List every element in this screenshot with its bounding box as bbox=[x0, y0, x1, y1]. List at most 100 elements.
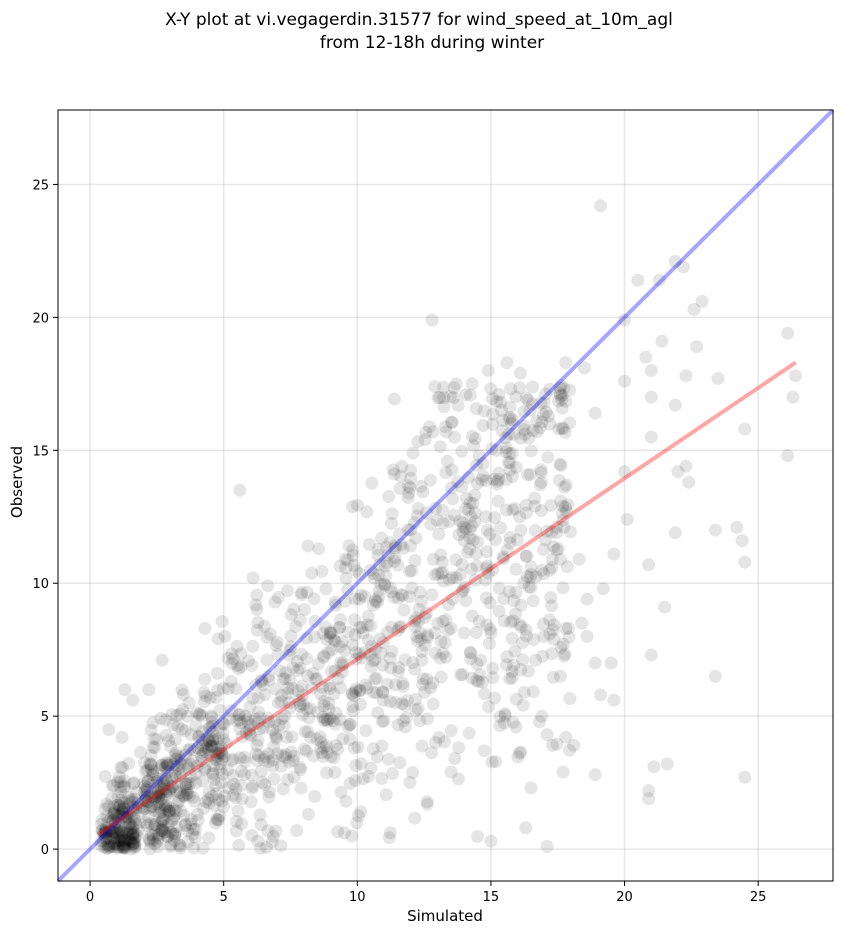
data-point bbox=[337, 826, 351, 840]
data-point bbox=[463, 523, 477, 536]
data-point bbox=[154, 711, 168, 725]
data-point bbox=[534, 396, 548, 410]
data-point bbox=[536, 617, 550, 631]
data-point bbox=[558, 500, 572, 514]
data-point bbox=[144, 835, 158, 849]
data-point bbox=[534, 463, 548, 477]
data-point bbox=[305, 681, 319, 695]
data-point bbox=[418, 685, 432, 699]
data-point bbox=[123, 806, 137, 820]
data-point bbox=[343, 732, 357, 746]
data-point bbox=[530, 414, 544, 428]
data-point bbox=[365, 476, 379, 490]
data-point bbox=[149, 789, 163, 803]
data-point bbox=[444, 724, 458, 738]
data-point bbox=[526, 685, 540, 699]
data-point bbox=[221, 763, 234, 777]
data-point bbox=[239, 726, 253, 740]
data-point bbox=[95, 823, 109, 837]
data-point bbox=[505, 446, 519, 460]
data-point bbox=[366, 567, 380, 581]
data-point bbox=[588, 768, 602, 782]
data-point bbox=[117, 796, 130, 810]
data-point bbox=[369, 642, 383, 656]
data-point bbox=[333, 559, 347, 573]
data-point bbox=[546, 623, 560, 637]
data-point bbox=[690, 340, 704, 354]
data-point bbox=[534, 466, 548, 479]
data-point bbox=[281, 686, 295, 700]
data-point bbox=[498, 709, 512, 723]
data-point bbox=[102, 840, 116, 854]
data-point bbox=[394, 538, 408, 552]
data-point bbox=[567, 738, 581, 752]
data-point bbox=[526, 380, 540, 394]
data-point bbox=[522, 431, 536, 445]
data-point bbox=[197, 686, 211, 699]
data-point bbox=[588, 656, 602, 670]
data-point bbox=[266, 759, 280, 773]
data-point bbox=[134, 745, 147, 759]
data-point bbox=[114, 775, 127, 789]
data-point bbox=[102, 831, 116, 845]
data-point bbox=[333, 620, 347, 634]
data-point bbox=[259, 840, 273, 854]
data-point bbox=[106, 831, 120, 845]
data-point bbox=[457, 626, 471, 640]
data-point bbox=[639, 350, 653, 364]
data-point bbox=[108, 804, 122, 818]
data-point bbox=[117, 779, 131, 793]
data-point bbox=[119, 812, 133, 826]
data-point bbox=[209, 691, 223, 704]
data-point bbox=[217, 681, 230, 695]
data-point bbox=[537, 630, 551, 643]
data-point bbox=[346, 700, 360, 713]
data-point bbox=[202, 720, 216, 734]
data-point bbox=[502, 412, 516, 426]
data-point bbox=[319, 582, 333, 596]
data-point bbox=[431, 567, 445, 581]
data-point bbox=[351, 740, 365, 754]
data-point bbox=[518, 427, 532, 441]
data-point bbox=[497, 592, 511, 606]
data-point bbox=[153, 801, 167, 815]
data-point bbox=[186, 827, 199, 841]
data-point bbox=[192, 729, 205, 743]
data-point bbox=[269, 727, 282, 741]
data-point bbox=[179, 780, 193, 794]
data-point bbox=[140, 819, 154, 833]
data-point bbox=[375, 771, 389, 785]
data-point bbox=[486, 417, 500, 431]
data-point bbox=[224, 674, 238, 688]
data-point bbox=[143, 801, 157, 815]
data-point bbox=[536, 649, 550, 663]
data-point bbox=[410, 509, 424, 523]
data-point bbox=[469, 573, 482, 587]
data-point bbox=[225, 647, 239, 661]
data-point bbox=[362, 537, 376, 551]
data-point bbox=[394, 588, 408, 602]
data-point bbox=[131, 797, 145, 811]
data-point bbox=[730, 520, 744, 534]
data-point bbox=[154, 823, 168, 837]
data-point bbox=[244, 719, 258, 733]
data-point bbox=[346, 543, 360, 557]
data-point bbox=[163, 807, 176, 821]
data-point bbox=[225, 754, 239, 768]
data-point bbox=[503, 400, 517, 414]
data-point bbox=[284, 745, 298, 759]
data-point bbox=[114, 833, 127, 847]
data-point bbox=[519, 549, 533, 563]
data-point bbox=[142, 833, 156, 847]
data-point bbox=[317, 714, 331, 728]
data-point bbox=[144, 762, 158, 776]
data-point bbox=[428, 626, 442, 640]
data-point bbox=[144, 817, 158, 831]
data-point bbox=[543, 563, 557, 577]
data-point bbox=[157, 782, 171, 796]
data-point bbox=[284, 640, 298, 654]
data-point bbox=[388, 541, 402, 555]
data-point bbox=[421, 797, 434, 811]
data-point bbox=[276, 672, 290, 686]
data-point bbox=[155, 793, 169, 807]
